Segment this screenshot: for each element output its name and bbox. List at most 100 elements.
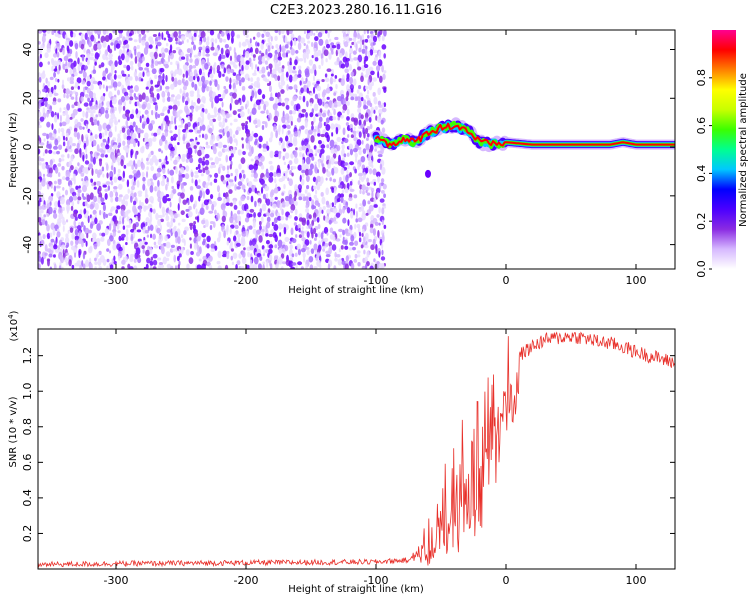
- spectrogram-cell: [106, 100, 111, 108]
- spectrogram-cell: [270, 131, 274, 139]
- spectrogram-cell: [131, 240, 134, 245]
- spectrogram-cell: [366, 177, 370, 183]
- spectrogram-cell: [89, 214, 92, 219]
- spectrogram-cell: [355, 203, 358, 209]
- spectrogram-cell: [223, 85, 227, 90]
- spectrogram-cell: [339, 234, 342, 238]
- spectrogram-cell: [326, 144, 330, 149]
- spectrogram-cell: [229, 182, 235, 187]
- spectrogram-cell: [307, 129, 313, 135]
- spectrogram-cell: [202, 51, 206, 57]
- spectrogram-cell: [58, 64, 61, 71]
- spectrogram-cell: [305, 246, 310, 250]
- spectrogram-cell: [133, 92, 136, 98]
- spectrogram-cell: [265, 240, 270, 245]
- spectrogram-cell: [232, 134, 236, 139]
- spectrogram-cell: [304, 196, 309, 201]
- spectrogram-cell: [62, 112, 66, 117]
- spectrogram-cell: [191, 35, 194, 42]
- spectrogram-cell: [57, 245, 61, 251]
- spectrogram-cell: [208, 264, 213, 269]
- spectrogram-cell: [198, 195, 201, 202]
- spectrogram-cell: [105, 85, 109, 92]
- spectrogram-cell: [53, 244, 58, 250]
- spectrogram-cell: [346, 76, 350, 83]
- spectrogram-cell: [120, 53, 125, 61]
- spectrogram-cell: [90, 83, 94, 91]
- spectrogram-cell: [233, 204, 238, 210]
- spectrogram-cell: [62, 135, 66, 141]
- spectrogram-cell: [253, 211, 256, 219]
- spectrogram-cell: [202, 45, 206, 52]
- spectrogram-cell: [80, 43, 85, 50]
- spectrogram-cell: [261, 33, 265, 38]
- spectrogram-cell: [342, 109, 346, 114]
- spectrogram-cell: [230, 30, 235, 38]
- spectrogram-cell: [357, 254, 361, 258]
- spectrogram-cell: [42, 233, 46, 240]
- spectrogram-cell: [257, 263, 262, 269]
- spectrogram-cell: [44, 220, 48, 227]
- spectrogram-cell: [204, 63, 209, 70]
- spectrogram-cell: [268, 244, 274, 249]
- spectrogram-cell: [281, 68, 284, 73]
- spectrogram-cell: [167, 91, 171, 98]
- spectrogram-cell: [112, 243, 117, 251]
- spectrogram-cell: [108, 223, 112, 231]
- spectrogram-cell: [84, 213, 89, 219]
- spectrogram-cell: [326, 171, 332, 178]
- spectrogram-cell: [106, 248, 110, 252]
- spectrogram-cell: [173, 99, 178, 106]
- spectrogram-cell: [85, 166, 89, 175]
- spectrogram-cell: [313, 265, 318, 269]
- spectrogram-cell: [160, 218, 164, 223]
- spectrogram-cell: [182, 136, 186, 142]
- spectrogram-cell: [74, 252, 77, 258]
- spectrogram-cell: [157, 196, 162, 203]
- spectrogram-cell: [259, 220, 262, 226]
- spectrogram-cell: [243, 188, 246, 193]
- spectrogram-cell: [373, 197, 377, 203]
- spectrogram-cell: [116, 89, 121, 96]
- spectrogram-cell: [144, 188, 148, 197]
- spectrogram-cell: [240, 70, 245, 75]
- spectrogram-cell: [180, 35, 186, 41]
- spectrogram-cell: [101, 166, 105, 172]
- spectrogram-cell: [178, 116, 182, 122]
- spectrogram-cell: [106, 149, 112, 153]
- spectrogram-cell: [157, 113, 161, 119]
- spectrogram-cell: [234, 184, 238, 191]
- spectrogram-cell: [77, 199, 80, 205]
- spectrogram-cell: [224, 148, 229, 152]
- spectrogram-cell: [313, 103, 319, 112]
- spectrogram-cell: [361, 212, 366, 221]
- spectrogram-cell: [164, 212, 169, 216]
- spectrogram-cell: [77, 101, 81, 107]
- spectrogram-cell: [267, 45, 271, 52]
- spectrogram-cell: [59, 107, 62, 113]
- spectrogram-cell: [146, 166, 149, 171]
- spectrogram-cell: [378, 50, 382, 59]
- spectrogram-cell: [285, 216, 288, 221]
- spectrogram-cell: [38, 161, 42, 166]
- spectrogram-cell: [181, 40, 184, 44]
- spectrogram-cell: [292, 65, 296, 70]
- spectrogram-cell: [357, 163, 360, 171]
- spectrogram-cell: [217, 265, 222, 269]
- spectrogram-cell: [317, 133, 321, 137]
- spectrogram-cell: [108, 131, 113, 138]
- spectrogram-cell: [285, 104, 290, 110]
- spectrogram-cell: [157, 219, 162, 227]
- spectrogram-cell: [251, 62, 254, 70]
- spectrogram-cell: [324, 216, 330, 223]
- spectrogram-cell: [169, 201, 172, 208]
- spectrogram-cell: [202, 64, 205, 72]
- spectrogram-cell: [294, 208, 298, 216]
- spectrogram-cell: [374, 56, 379, 62]
- spectrogram-cell: [156, 227, 161, 234]
- spectrogram-cell: [268, 248, 273, 254]
- spectrogram-cell: [56, 59, 62, 67]
- x-tick-label: -100: [364, 274, 389, 287]
- spectrogram-cell: [374, 221, 379, 226]
- spectrogram-cell: [80, 118, 84, 122]
